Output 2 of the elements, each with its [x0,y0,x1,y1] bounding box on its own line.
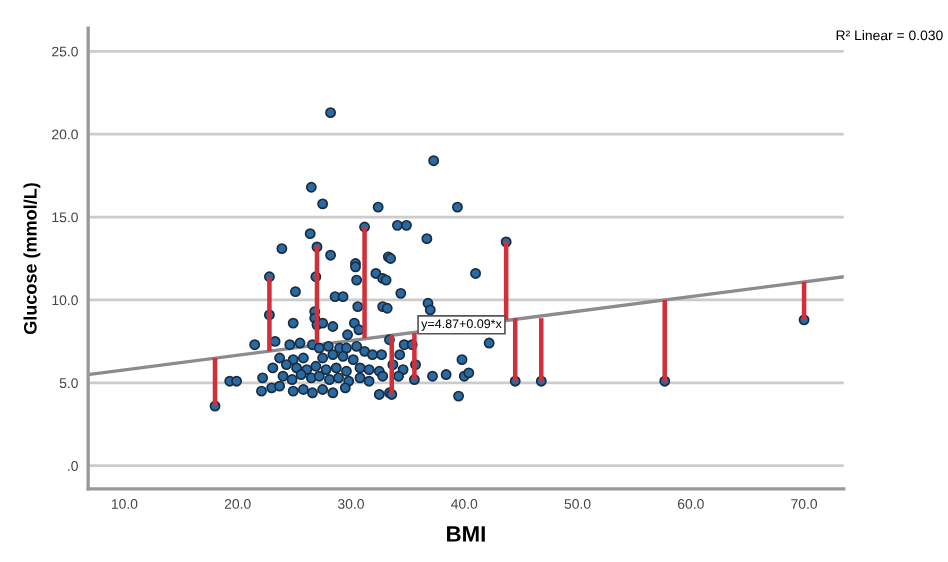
x-axis-title: BMI [447,526,485,542]
y-axis-title: Glucose (mmol/L) [23,183,41,335]
